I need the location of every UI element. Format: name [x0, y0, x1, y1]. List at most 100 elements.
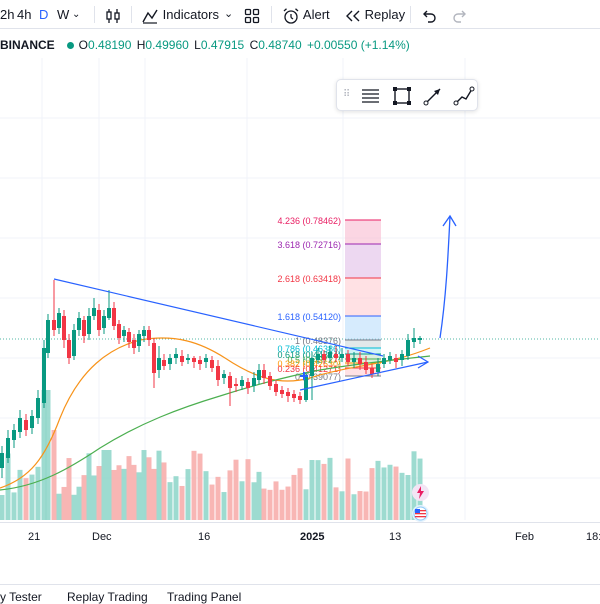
interval-4h[interactable]: 4h	[17, 7, 32, 22]
candlestick	[0, 446, 4, 478]
time-axis-label: Dec	[92, 531, 112, 543]
market-status-dot	[66, 41, 74, 49]
arrow-icon[interactable]	[422, 85, 444, 107]
tab-strategy-tester[interactable]: y Tester	[0, 590, 42, 604]
candlestick	[216, 360, 220, 386]
volume-bar	[321, 463, 327, 520]
redo-icon[interactable]	[452, 0, 468, 29]
alert-button[interactable]: Alert	[282, 0, 330, 29]
volume-bar	[96, 466, 102, 520]
volume-bar	[35, 466, 41, 520]
candlestick	[298, 392, 302, 404]
volume-bar	[101, 450, 107, 520]
lightning-icon[interactable]	[412, 484, 429, 501]
candlestick	[62, 310, 66, 348]
volume-bar	[197, 453, 203, 520]
bar-style-icon[interactable]	[104, 0, 122, 29]
volume-bar	[23, 478, 29, 520]
price-chart[interactable]: 4.236 (0.78462) 3.618 (0.72716) 2.618 (0.6…	[0, 58, 600, 520]
candlestick	[57, 308, 61, 334]
fib-zone	[345, 354, 381, 359]
fib-level-label: 0.5 (0.43727)	[287, 355, 341, 365]
moving-averages	[0, 337, 431, 491]
volume-bar	[256, 471, 262, 520]
rectangle-icon[interactable]	[391, 85, 413, 107]
indicators-dropdown-icon[interactable]: ⌄	[224, 8, 234, 20]
volume-bar	[121, 468, 127, 520]
drag-handle-icon[interactable]: ⠿	[343, 89, 350, 100]
candlestick	[328, 346, 332, 362]
indicators-button[interactable]: Indicators	[141, 0, 219, 29]
volume-bar	[233, 459, 239, 520]
drawing-toolbar: ⠿	[336, 79, 478, 111]
volume-bar	[285, 486, 291, 520]
candlestick	[117, 320, 121, 344]
candlestick	[257, 364, 261, 384]
candlestick	[97, 304, 101, 336]
path-icon[interactable]	[453, 85, 475, 107]
candlestick	[252, 372, 256, 392]
indicators-icon	[141, 7, 163, 24]
candlestick	[412, 328, 416, 348]
fib-lines-icon[interactable]	[359, 85, 381, 107]
interval-2h[interactable]: 2h	[0, 7, 15, 22]
volume-bar	[399, 472, 405, 520]
volume-bar	[273, 481, 279, 520]
candlestick	[358, 352, 362, 370]
time-axis[interactable]: 21 Dec 16 2025 13 Feb 18:	[0, 522, 600, 551]
time-axis-clock: 18:	[586, 531, 600, 543]
candlestick	[162, 354, 166, 370]
exchange-label[interactable]: BINANCE	[0, 38, 55, 52]
fib-level-label: 1.618 (0.54120)	[277, 312, 341, 322]
replay-button[interactable]: Replay	[345, 0, 405, 29]
candlestick	[280, 386, 284, 398]
candlestick	[12, 424, 16, 448]
candlestick	[6, 430, 10, 463]
alert-label: Alert	[302, 7, 330, 22]
interval-daily[interactable]: D	[39, 7, 49, 22]
candlestick	[112, 302, 116, 330]
symbol-legend: BINANCE O0.48190 H0.49960 L0.47915 C0.487…	[0, 36, 412, 54]
candlestick	[152, 338, 156, 388]
volume-bar	[251, 482, 257, 520]
volume-bar	[245, 459, 251, 520]
candlestick	[72, 324, 76, 360]
undo-icon[interactable]	[421, 0, 437, 29]
candlestick	[92, 298, 96, 320]
candlestick	[352, 352, 356, 368]
candlestick	[394, 354, 398, 368]
candlestick	[82, 316, 86, 343]
volume-bar	[156, 450, 162, 520]
candlestick	[122, 326, 126, 342]
candlestick	[334, 346, 338, 362]
flag-icon[interactable]	[412, 505, 429, 522]
tab-trading-panel[interactable]: Trading Panel	[167, 590, 242, 604]
tab-replay-trading[interactable]: Replay Trading	[67, 590, 148, 604]
interval-dropdown-icon[interactable]: ⌄	[72, 9, 81, 20]
drawn-lines	[53, 214, 457, 391]
candlestick	[222, 370, 226, 384]
fib-zone	[345, 340, 381, 348]
volume-bar	[161, 462, 167, 520]
interval-weekly[interactable]: W	[57, 7, 70, 22]
high-value: 0.49960	[145, 38, 189, 52]
candlestick	[322, 350, 326, 364]
toolbar-divider	[410, 6, 411, 23]
fib-level-label: 3.618 (0.72716)	[277, 240, 341, 250]
volume-bar	[106, 450, 112, 520]
candlestick	[246, 378, 250, 394]
triangle-lower-trendline	[299, 361, 429, 391]
templates-icon[interactable]	[244, 0, 260, 29]
candlestick	[198, 356, 202, 370]
candlestick	[77, 312, 81, 336]
candlestick	[274, 380, 278, 396]
volume-bar	[11, 492, 17, 520]
volume-bar	[61, 486, 67, 520]
volume-bar	[215, 476, 221, 520]
volume-bar	[279, 489, 285, 520]
candlestick	[204, 354, 208, 368]
candlestick	[228, 372, 232, 406]
low-key: L	[194, 38, 201, 52]
candlestick	[234, 378, 238, 392]
volume-bar	[91, 475, 97, 520]
